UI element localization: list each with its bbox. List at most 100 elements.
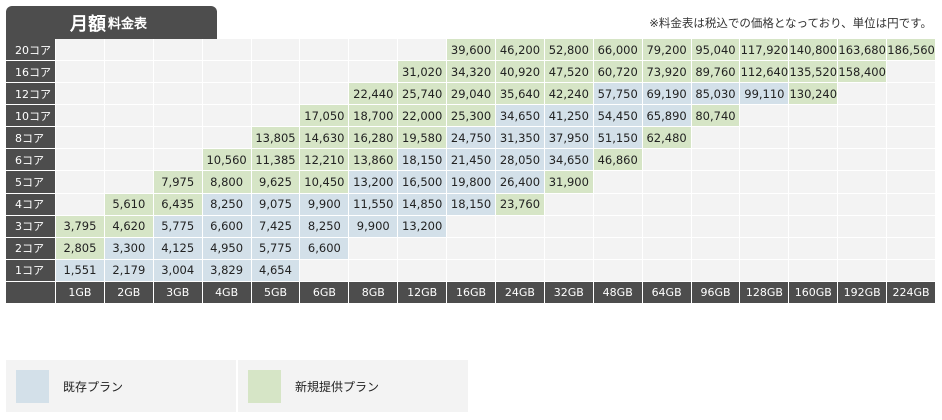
price-cell-existing: 11,550 (349, 193, 398, 215)
price-cell-new: 112,640 (740, 61, 789, 83)
empty-cell (104, 127, 153, 149)
empty-cell (691, 237, 740, 259)
empty-cell (740, 193, 789, 215)
empty-cell (838, 215, 887, 237)
price-cell-existing: 4,654 (251, 259, 300, 281)
empty-cell (349, 259, 398, 281)
empty-cell (642, 215, 691, 237)
empty-cell (300, 83, 349, 105)
price-cell-new: 8,800 (202, 171, 251, 193)
empty-cell (593, 259, 642, 281)
column-header: 6GB (300, 281, 349, 303)
empty-cell (642, 171, 691, 193)
empty-cell (838, 127, 887, 149)
price-cell-new: 140,800 (789, 39, 838, 61)
price-cell-new: 135,520 (789, 61, 838, 83)
price-cell-existing: 19,800 (447, 171, 495, 193)
price-cell-new: 7,975 (153, 171, 202, 193)
empty-cell (887, 83, 935, 105)
price-cell-new: 22,000 (398, 105, 447, 127)
empty-cell (251, 83, 300, 105)
empty-cell (642, 259, 691, 281)
empty-cell (544, 237, 593, 259)
empty-cell (544, 193, 593, 215)
empty-cell (593, 193, 642, 215)
table-corner (6, 281, 55, 303)
price-cell-new: 158,400 (838, 61, 887, 83)
empty-cell (642, 193, 691, 215)
empty-cell (398, 237, 447, 259)
price-cell-new: 95,040 (691, 39, 740, 61)
empty-cell (104, 83, 153, 105)
price-cell-new: 89,760 (691, 61, 740, 83)
column-header: 16GB (447, 281, 495, 303)
empty-cell (642, 237, 691, 259)
empty-cell (56, 61, 104, 83)
empty-cell (104, 171, 153, 193)
price-cell-existing: 31,350 (496, 127, 544, 149)
price-cell-existing: 5,775 (251, 237, 300, 259)
empty-cell (251, 39, 300, 61)
price-cell-new: 62,480 (642, 127, 691, 149)
empty-cell (887, 237, 935, 259)
row-header: 6コア (6, 149, 55, 171)
empty-cell (838, 171, 887, 193)
price-table: 20コア 39,600 46,200 52,800 66,000 79,200 95,040… (6, 39, 935, 352)
price-cell-new: 46,860 (593, 149, 642, 171)
empty-cell (202, 39, 251, 61)
price-cell-new: 23,760 (496, 193, 544, 215)
row-header: 16コア (6, 61, 55, 83)
empty-cell (56, 105, 104, 127)
price-cell-existing: 8,250 (202, 193, 251, 215)
price-cell-new: 163,680 (838, 39, 887, 61)
price-cell-new: 31,020 (398, 61, 447, 83)
column-header: 2GB (104, 281, 153, 303)
empty-cell (789, 149, 838, 171)
row-header: 8コア (6, 127, 55, 149)
price-cell-new: 80,740 (691, 105, 740, 127)
empty-cell (691, 127, 740, 149)
legend-item-new: 新規提供プラン (236, 360, 468, 412)
row-header: 2コア (6, 237, 55, 259)
empty-cell (349, 39, 398, 61)
row-header: 5コア (6, 171, 55, 193)
empty-cell (838, 193, 887, 215)
row-header: 4コア (6, 193, 55, 215)
price-cell-new: 29,040 (447, 83, 495, 105)
price-cell-existing: 13,200 (398, 215, 447, 237)
price-cell-new: 19,580 (398, 127, 447, 149)
column-header: 8GB (349, 281, 398, 303)
price-cell-existing: 8,250 (300, 215, 349, 237)
new-plan-swatch (248, 369, 281, 403)
price-cell-new: 39,600 (447, 39, 495, 61)
page-subtitle: 料金表 (108, 17, 148, 32)
empty-cell (740, 171, 789, 193)
price-cell-existing: 4,950 (202, 237, 251, 259)
empty-cell (691, 215, 740, 237)
price-cell-new: 52,800 (544, 39, 593, 61)
empty-cell (398, 259, 447, 281)
price-cell-new: 14,630 (300, 127, 349, 149)
empty-cell (838, 105, 887, 127)
price-cell-new: 16,280 (349, 127, 398, 149)
column-header: 32GB (544, 281, 593, 303)
price-cell-new: 66,000 (593, 39, 642, 61)
price-cell-new: 31,900 (544, 171, 593, 193)
row-header: 1コア (6, 259, 55, 281)
empty-cell (887, 149, 935, 171)
price-cell-existing: 34,650 (544, 149, 593, 171)
price-cell-existing: 9,900 (300, 193, 349, 215)
price-note: ※料金表は税込での価格となっており、単位は円です。 (649, 16, 932, 30)
empty-cell (838, 83, 887, 105)
price-cell-new: 79,200 (642, 39, 691, 61)
price-cell-existing: 3,829 (202, 259, 251, 281)
empty-cell (740, 105, 789, 127)
empty-cell (887, 259, 935, 281)
empty-cell (56, 39, 104, 61)
price-cell-new: 42,240 (544, 83, 593, 105)
price-cell-new: 18,700 (349, 105, 398, 127)
price-cell-existing: 54,450 (593, 105, 642, 127)
price-cell-existing: 24,750 (447, 127, 495, 149)
price-cell-new: 40,920 (496, 61, 544, 83)
price-cell-existing: 9,075 (251, 193, 300, 215)
